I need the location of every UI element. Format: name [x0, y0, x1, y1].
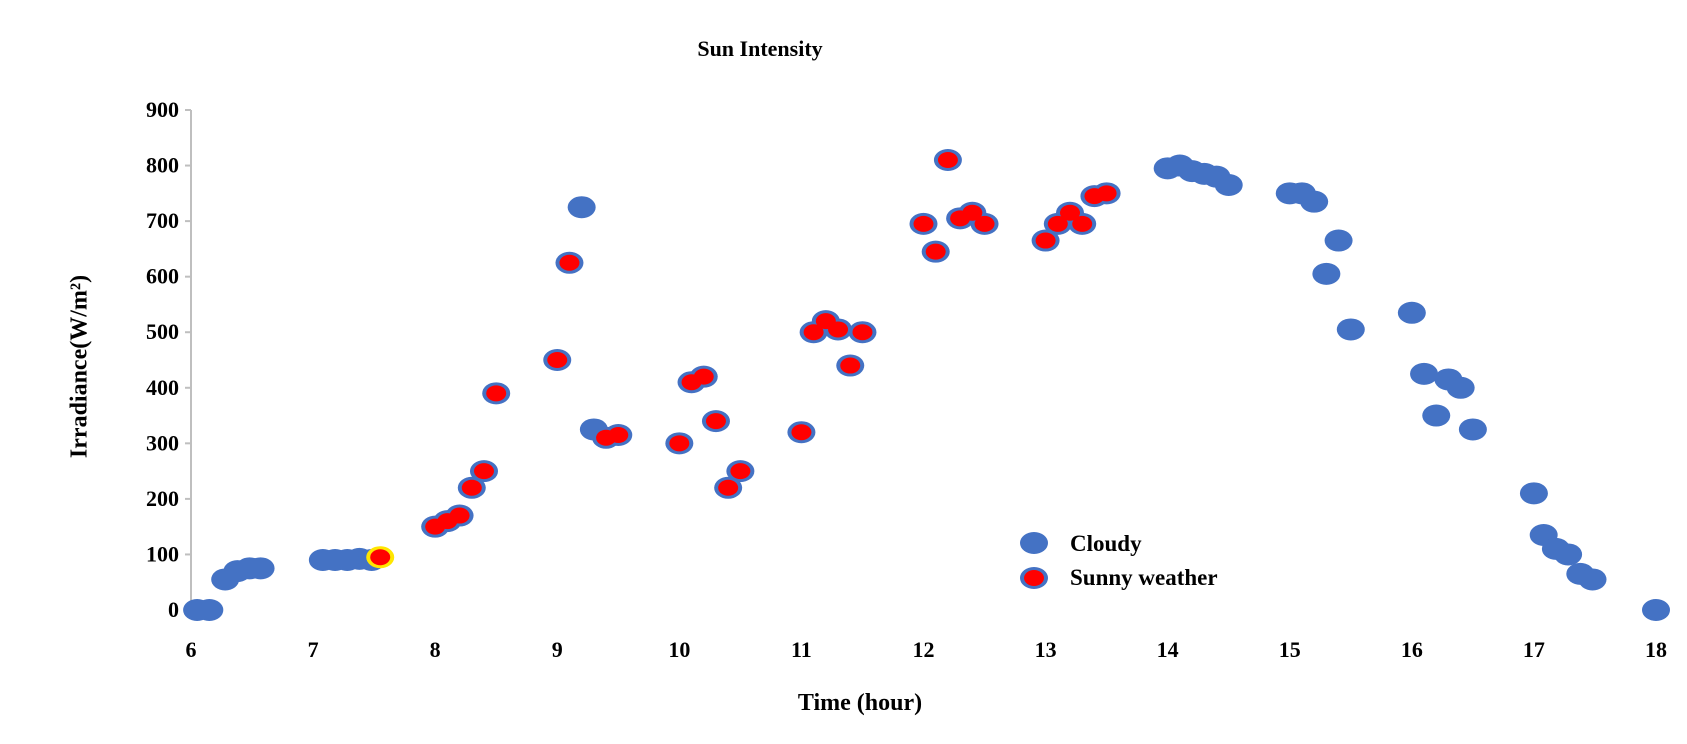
chart-title: Sun Intensity	[697, 36, 823, 61]
x-tick-label: 8	[430, 637, 441, 662]
x-axis-label: Time (hour)	[797, 690, 923, 716]
cloudy-point	[1554, 543, 1583, 566]
cloudy-point	[1312, 262, 1341, 285]
y-tick-label: 500	[146, 319, 179, 344]
legend-sunny-label: Sunny weather	[1070, 565, 1218, 590]
cloudy-point	[195, 599, 224, 621]
sunny-point	[1035, 232, 1056, 249]
sunny-point	[461, 479, 482, 496]
x-tick-label: 14	[1157, 637, 1179, 662]
sunny-point	[791, 424, 812, 441]
cloudy-point	[1324, 229, 1353, 252]
cloudy-point	[1410, 362, 1439, 385]
y-tick-label: 600	[146, 264, 179, 289]
y-tick-label: 700	[146, 208, 179, 233]
y-tick-label: 400	[146, 375, 179, 400]
x-tick-label: 7	[308, 637, 319, 662]
sunny-point	[730, 463, 751, 480]
cloudy-point	[1578, 568, 1607, 591]
sunny-point	[486, 385, 507, 402]
sunny-point	[1072, 215, 1093, 232]
legend-cloudy-marker	[1020, 532, 1048, 554]
cloudy-point	[246, 557, 275, 580]
y-tick-label: 0	[168, 597, 179, 622]
sunny-point	[547, 352, 568, 368]
legend: Cloudy Sunny weather	[1020, 531, 1218, 590]
cloudy-point	[1214, 174, 1243, 196]
sunny-point	[718, 479, 739, 496]
sunny-point	[1060, 204, 1080, 221]
sunny-point	[962, 204, 983, 221]
sunny-point	[852, 324, 873, 341]
sunny-point	[474, 463, 494, 480]
x-tick-label: 18	[1645, 637, 1667, 662]
sunny-point	[1047, 215, 1068, 232]
sunny-point	[937, 152, 958, 168]
sunny-point	[913, 215, 934, 232]
sunny-point	[608, 427, 629, 443]
legend-cloudy-label: Cloudy	[1070, 531, 1142, 556]
cloudy-point	[1519, 482, 1548, 505]
cloudy-point	[1446, 376, 1475, 399]
sunny-point	[1096, 185, 1117, 202]
sunny-point	[449, 507, 470, 524]
x-tick-label: 12	[913, 637, 935, 662]
x-tick-label: 17	[1523, 637, 1545, 662]
y-tick-label: 200	[146, 486, 179, 511]
sunny-point	[803, 324, 824, 341]
y-tick-label: 300	[146, 430, 179, 455]
x-tick-label: 15	[1279, 637, 1301, 662]
sunny-point	[370, 549, 391, 566]
sunny-series	[366, 152, 1117, 569]
x-tick-label: 11	[791, 637, 812, 662]
cloudy-point	[1397, 301, 1426, 324]
cloudy-point	[1300, 190, 1329, 213]
x-tick-label: 6	[186, 637, 197, 662]
sunny-point	[828, 321, 849, 338]
cloudy-point	[1458, 418, 1487, 441]
y-tick-label: 900	[146, 97, 179, 122]
cloudy-point	[1642, 599, 1670, 621]
sunny-point	[974, 215, 995, 232]
y-tick-label: 100	[146, 541, 179, 566]
y-tick-label: 800	[146, 153, 179, 178]
x-tick-label: 16	[1401, 637, 1423, 662]
legend-sunny-marker	[1024, 570, 1044, 586]
x-tick-label: 9	[552, 637, 563, 662]
sunny-point	[669, 435, 690, 452]
x-tick-label: 10	[668, 637, 690, 662]
cloudy-point	[1422, 404, 1451, 427]
axes: 0 100 200 300 400 500 600 700 800 900 6 7 8 9 10 11 12 13…	[146, 97, 1667, 662]
sunny-point	[705, 413, 726, 430]
sunny-point	[693, 368, 714, 385]
cloudy-point	[567, 196, 596, 219]
sunny-point	[840, 357, 861, 374]
cloudy-point	[1336, 318, 1365, 341]
x-tick-label: 13	[1035, 637, 1057, 662]
sunny-point	[925, 243, 946, 260]
sunny-point	[559, 254, 580, 271]
